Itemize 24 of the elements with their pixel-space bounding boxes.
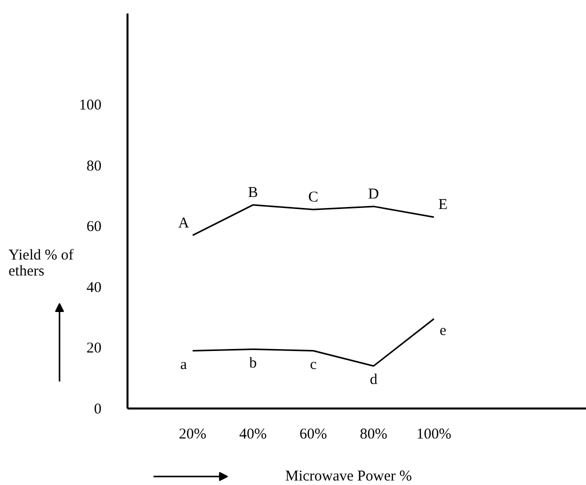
y-axis-title: Yield % of ethers xyxy=(8,248,74,280)
y-tick-label: 80 xyxy=(86,158,102,174)
annotation: b xyxy=(249,355,257,372)
y-tick-label: 0 xyxy=(94,402,102,418)
annotation: e xyxy=(440,322,447,339)
annotation: c xyxy=(310,356,317,373)
y-tick-label: 40 xyxy=(86,280,102,296)
annotation: C xyxy=(308,189,318,206)
x-axis-title: Microwave Power % xyxy=(285,468,412,484)
y-tick-label: 20 xyxy=(86,340,102,357)
annotation: E xyxy=(438,197,448,214)
x-tick-label: 80% xyxy=(360,426,388,442)
y-tick-label: 60 xyxy=(86,219,102,236)
annotation: a xyxy=(180,356,188,373)
annotation: D xyxy=(368,186,380,202)
x-tick-label: 20% xyxy=(178,426,206,442)
annotation: d xyxy=(370,372,378,388)
line-series xyxy=(192,204,435,236)
annotation: B xyxy=(248,184,258,201)
x-tick-label: 60% xyxy=(300,426,328,442)
annotation: A xyxy=(178,215,190,232)
x-tick-label: 40% xyxy=(239,426,267,442)
x-tick-label: 100% xyxy=(416,426,452,442)
y-tick-label: 100 xyxy=(79,98,102,114)
